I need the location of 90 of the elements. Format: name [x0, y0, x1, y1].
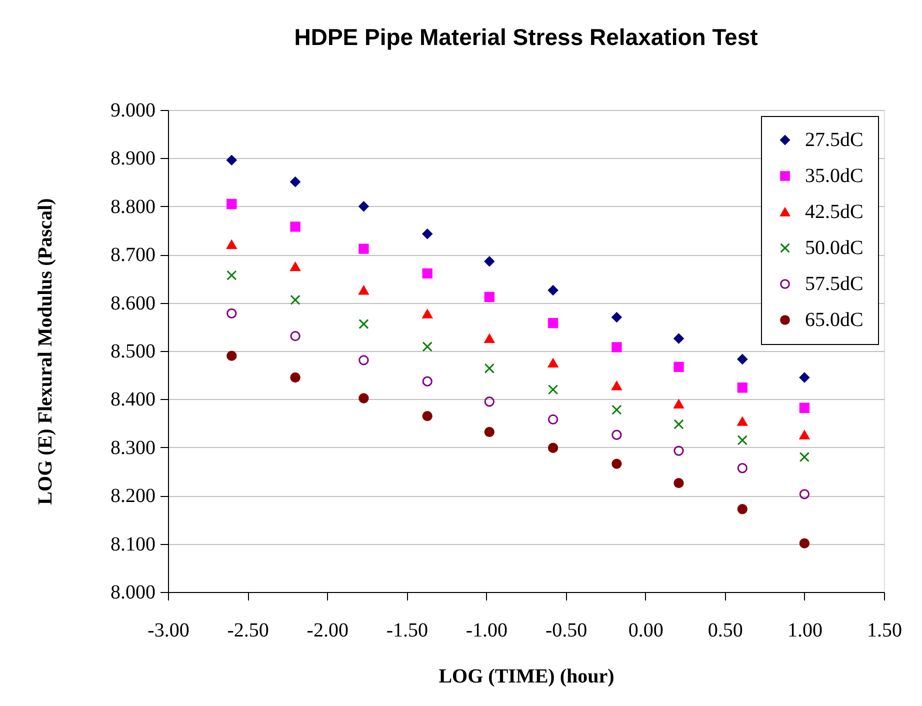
point [612, 312, 622, 322]
chart-title: HDPE Pipe Material Stress Relaxation Test [294, 24, 758, 50]
point [358, 244, 369, 254]
x-tick-label: -2.50 [227, 620, 269, 642]
point [358, 318, 369, 330]
point [422, 228, 432, 239]
y-tick-label: 8.200 [110, 485, 156, 508]
point [484, 363, 494, 374]
point [674, 446, 684, 456]
point [290, 222, 300, 232]
x-tick-label: 1.00 [787, 620, 822, 642]
point [737, 504, 748, 514]
point [484, 334, 494, 343]
point [358, 286, 369, 295]
point [548, 414, 558, 425]
point [799, 489, 810, 500]
point [226, 308, 237, 318]
y-tick-label: 8.900 [110, 148, 156, 170]
point [422, 342, 432, 352]
x-tick-label: -0.50 [545, 620, 588, 642]
point [548, 442, 558, 453]
point [290, 372, 300, 383]
point [737, 463, 748, 474]
x-tick-label: 0.00 [628, 620, 664, 642]
legend-label: 57.5dC [805, 273, 864, 295]
x-axis-title: LOG (TIME) (hour) [438, 666, 614, 688]
point [737, 354, 748, 364]
point [358, 355, 369, 366]
y-tick-label: 9.000 [110, 100, 156, 122]
x-tick-label: -1.00 [466, 620, 508, 642]
y-tick-label: 8.000 [110, 582, 156, 604]
legend-label: 50.0dC [805, 237, 864, 259]
point [799, 372, 810, 383]
y-tick-label: 8.300 [110, 436, 156, 459]
point [484, 292, 494, 302]
point [674, 333, 684, 344]
point [290, 330, 300, 342]
point [484, 396, 494, 407]
point [422, 268, 432, 278]
point [358, 201, 369, 212]
point [358, 393, 369, 404]
point [737, 382, 748, 393]
point [674, 419, 684, 430]
y-tick-label: 8.500 [110, 340, 156, 362]
point [422, 376, 432, 386]
point [226, 270, 237, 280]
point [548, 318, 558, 328]
point [612, 430, 622, 440]
x-tick-label: -3.00 [148, 620, 190, 642]
point [737, 416, 748, 426]
point [226, 155, 237, 166]
point [612, 381, 622, 390]
point [612, 404, 622, 415]
x-tick-label: 0.50 [708, 620, 743, 642]
point [290, 294, 300, 305]
point [422, 411, 432, 422]
point [799, 402, 810, 413]
point [674, 362, 684, 372]
point [226, 240, 237, 249]
legend-label: 35.0dC [805, 165, 864, 187]
point [484, 256, 494, 266]
point [737, 435, 748, 446]
legend-label: 65.0dC [805, 309, 864, 331]
y-tick-label: 8.100 [110, 533, 156, 556]
point [548, 358, 558, 368]
point [612, 458, 622, 469]
y-tick-label: 8.600 [110, 292, 156, 314]
point [226, 198, 237, 210]
point [799, 538, 810, 548]
point [484, 426, 494, 438]
x-tick-label: -2.00 [306, 620, 348, 642]
point [548, 285, 558, 296]
y-tick-label: 8.400 [110, 388, 156, 411]
point [226, 350, 237, 361]
legend-label: 42.5dC [805, 201, 864, 223]
legend-label: 27.5dC [805, 129, 864, 151]
y-axis-title: LOG (E) Flexural Modulus (Pascal) [34, 198, 56, 505]
y-tick-label: 8.700 [110, 244, 156, 266]
x-tick-label: -1.50 [386, 620, 428, 642]
point [612, 342, 622, 352]
y-tick-label: 8.800 [110, 196, 156, 218]
point [290, 262, 300, 272]
point [422, 309, 432, 318]
point [548, 384, 558, 395]
point [674, 478, 684, 488]
point [799, 452, 810, 462]
point [799, 430, 810, 440]
point [674, 400, 684, 409]
point [290, 176, 300, 187]
x-tick-label: 1.50 [867, 620, 902, 642]
